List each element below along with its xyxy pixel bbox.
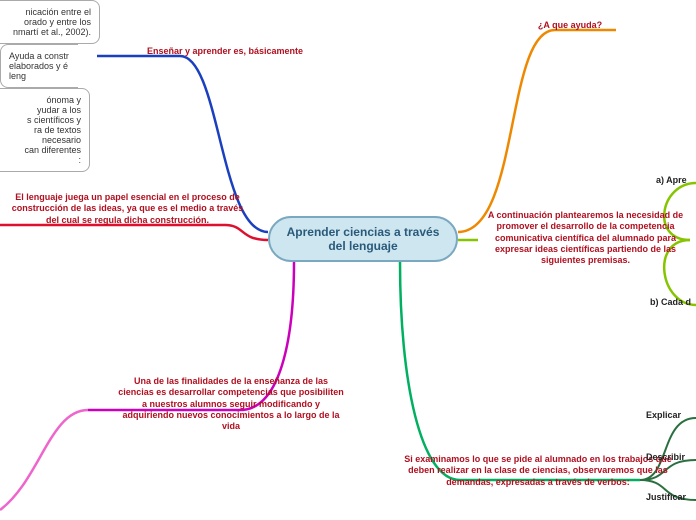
mindmap-canvas: Aprender ciencias a través del lenguaje … (0, 0, 696, 520)
branch-green-label: A continuación plantearemos la necesidad… (478, 210, 693, 266)
branch-orange-box: Ayuda a constr elaborados y é leng (0, 44, 78, 88)
branch-blue-label: Enseñar y aprender es, básicamente (120, 46, 330, 57)
verb-explicar: Explicar (646, 410, 696, 421)
branch-blue-box: nicación entre el orado y entre los nmar… (0, 0, 100, 44)
verb-justificar: Justificar (646, 492, 696, 503)
branch-green-sub-b: b) Cada d (650, 297, 696, 308)
center-topic[interactable]: Aprender ciencias a través del lenguaje (268, 216, 458, 262)
verb-describir: Describir (646, 452, 696, 463)
branch-magenta-label: Una de las finalidades de la enseñanza d… (116, 376, 346, 432)
branch-magenta-box: ónoma y yudar a los s científicos y ra d… (0, 88, 90, 172)
branch-green2-label: Si examinamos lo que se pide al alumnado… (398, 454, 678, 488)
branch-green-sub-a: a) Apre (656, 175, 696, 186)
branch-red-label: El lenguaje juega un papel esencial en e… (10, 192, 245, 226)
branch-orange-label: ¿A que ayuda? (525, 20, 615, 31)
center-title: Aprender ciencias a través del lenguaje (284, 225, 442, 253)
